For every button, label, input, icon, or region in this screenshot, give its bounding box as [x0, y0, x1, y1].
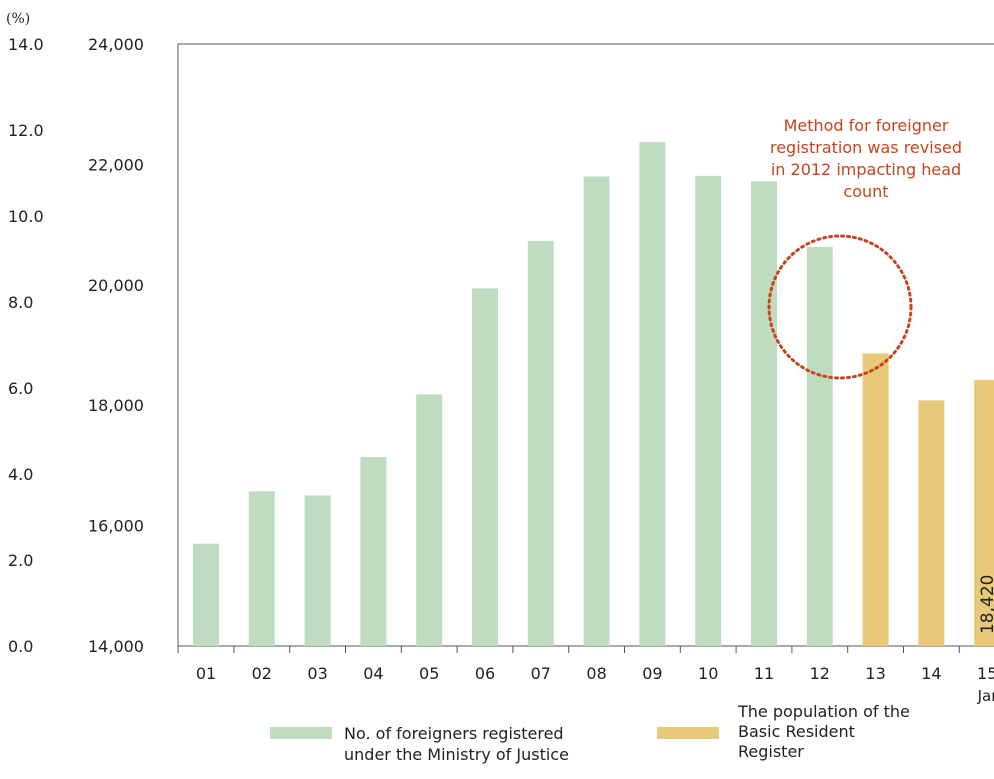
bar	[583, 176, 610, 646]
x-tick-label: 05	[419, 664, 439, 683]
data-label: 18,420	[978, 575, 994, 634]
y2-tick-label: 8.0	[8, 293, 33, 312]
bar	[527, 240, 554, 646]
x-tick-label: 06	[475, 664, 495, 683]
bar	[974, 379, 994, 646]
x-tick-label: 09	[642, 664, 662, 683]
x-tick-label: 01	[196, 664, 216, 683]
bar	[806, 246, 833, 646]
x-tick-label: 15	[977, 664, 994, 683]
bar	[751, 181, 777, 647]
x-tick-label: 03	[307, 664, 327, 683]
bar	[918, 400, 945, 646]
bar	[360, 456, 387, 646]
annotation: Method for foreigner registration was rev…	[767, 116, 962, 380]
annotation-circle	[767, 234, 913, 380]
y2-unit-label: (%)	[6, 11, 30, 27]
annotation-text: Method for foreigner	[784, 116, 949, 135]
bar	[193, 543, 219, 646]
x-tick-sublabel: Jan	[977, 687, 994, 705]
y2-tick-label: 2.0	[8, 551, 33, 570]
legend-label: Register	[738, 742, 804, 761]
x-tick-label: 11	[754, 664, 774, 683]
y-tick-label: 18,000	[88, 396, 144, 415]
bar	[862, 353, 889, 646]
x-tick-label: 07	[531, 664, 551, 683]
legend-label: under the Ministry of Justice	[344, 745, 569, 764]
x-tick-label: 13	[865, 664, 885, 683]
bar	[639, 142, 666, 646]
y-tick-label: 22,000	[88, 155, 144, 174]
legend-swatch	[657, 727, 719, 739]
legend-label: The population of the	[737, 702, 910, 721]
y-tick-label: 24,000	[88, 35, 144, 54]
legend-label: Basic Resident	[738, 722, 855, 741]
y2-tick-label: 12.0	[8, 121, 44, 140]
bar	[416, 394, 443, 646]
y2-tick-label: 14.0	[8, 35, 44, 54]
bar	[304, 495, 331, 646]
bar	[695, 175, 722, 646]
y-tick-label: 14,000	[88, 637, 144, 656]
tick-labels: 14,000 16,000 18,000 20,000 22,000 24,000 0.0 2…	[6, 11, 994, 705]
bar	[248, 491, 275, 646]
annotation-text: registration was revised	[770, 138, 962, 157]
legend: No. of foreigners registered under the Mi…	[270, 702, 910, 764]
bar	[472, 288, 498, 646]
legend-swatch	[270, 727, 332, 739]
y2-tick-label: 6.0	[8, 379, 33, 398]
x-tick-label: 08	[586, 664, 606, 683]
y2-tick-label: 10.0	[8, 207, 44, 226]
x-tick-label: 04	[363, 664, 383, 683]
annotation-text: in 2012 impacting head	[771, 160, 961, 179]
y-tick-label: 16,000	[88, 517, 144, 536]
x-tick-label: 10	[698, 664, 718, 683]
x-tick-label: 12	[810, 664, 830, 683]
x-tick-label: 14	[921, 664, 941, 683]
x-tick-label: 02	[252, 664, 272, 683]
y-tick-label: 20,000	[88, 276, 144, 295]
bars	[193, 142, 994, 647]
y2-tick-label: 0.0	[8, 637, 33, 656]
y2-tick-label: 4.0	[8, 465, 33, 484]
annotation-text: count	[843, 182, 888, 201]
legend-label: No. of foreigners registered	[344, 724, 564, 743]
